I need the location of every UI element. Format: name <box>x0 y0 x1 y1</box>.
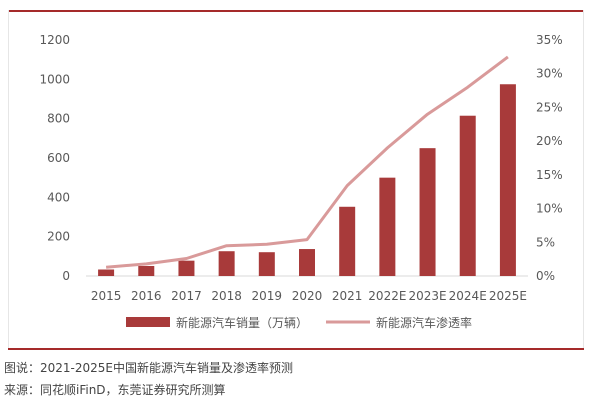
x-tick-label: 2019 <box>252 289 283 303</box>
right-tick-label: 25% <box>536 100 563 114</box>
bar <box>258 252 275 276</box>
right-axis: 0% 5% 10% 15% 20% 25% 30% 35% <box>536 33 563 283</box>
figure-caption: 图说：2021-2025E中国新能源汽车销量及渗透率预测 <box>4 361 293 375</box>
x-tick-label: 2024E <box>449 289 487 303</box>
bar <box>419 148 436 276</box>
right-tick-label: 30% <box>536 67 563 81</box>
chart: 0 200 400 600 800 1000 1200 0% 5% 10% 15% 20% 25% 30… <box>39 33 563 330</box>
bar <box>459 115 476 276</box>
bar <box>379 177 396 276</box>
left-tick-label: 0 <box>62 269 70 283</box>
penetration-line <box>105 55 509 269</box>
bar <box>299 249 315 276</box>
right-tick-label: 10% <box>536 202 563 216</box>
legend: 新能源汽车销量（万辆） 新能源汽车渗透率 <box>126 315 472 330</box>
x-tick-label: 2025E <box>489 289 527 303</box>
left-tick-label: 600 <box>47 151 70 165</box>
right-tick-label: 20% <box>536 134 563 148</box>
x-tick-label: 2023E <box>408 289 446 303</box>
bar <box>339 206 356 276</box>
frame-left-border <box>8 10 9 350</box>
left-axis: 0 200 400 600 800 1000 1200 <box>39 33 70 283</box>
frame-bottom-rule <box>8 348 584 350</box>
chart-frame: 0 200 400 600 800 1000 1200 0% 5% 10% 15% 20% 25% 30… <box>8 10 584 350</box>
source-caption: 来源：同花顺iFinD，东莞证券研究所测算 <box>4 383 226 397</box>
x-tick-label: 2022E <box>368 289 406 303</box>
x-tick-label: 2018 <box>211 289 242 303</box>
x-tick-label: 2017 <box>171 289 202 303</box>
bar <box>499 84 516 276</box>
x-tick-label: 2021 <box>332 289 363 303</box>
bar <box>218 251 235 276</box>
x-tick-label: 2020 <box>292 289 323 303</box>
right-tick-label: 0% <box>536 269 555 283</box>
frame-right-border <box>583 10 584 350</box>
bar <box>138 265 155 276</box>
bar <box>178 260 195 276</box>
x-tick-label: 2015 <box>91 289 122 303</box>
right-tick-label: 15% <box>536 168 563 182</box>
right-tick-label: 5% <box>536 235 555 249</box>
legend-line-label: 新能源汽车渗透率 <box>376 315 472 330</box>
left-tick-label: 400 <box>47 190 70 204</box>
right-tick-label: 35% <box>536 33 563 47</box>
legend-bar-swatch <box>126 317 170 327</box>
x-axis: 2015 2016 2017 2018 2019 2020 2021 2022E 2023E 20… <box>91 289 527 303</box>
left-tick-label: 800 <box>47 112 70 126</box>
legend-bar-label: 新能源汽车销量（万辆） <box>176 315 308 330</box>
bar <box>98 269 115 276</box>
left-tick-label: 1000 <box>39 72 70 86</box>
frame-top-rule <box>8 10 584 12</box>
x-tick-label: 2016 <box>131 289 162 303</box>
left-tick-label: 200 <box>47 230 70 244</box>
bar-series <box>98 84 516 276</box>
left-tick-label: 1200 <box>39 33 70 47</box>
